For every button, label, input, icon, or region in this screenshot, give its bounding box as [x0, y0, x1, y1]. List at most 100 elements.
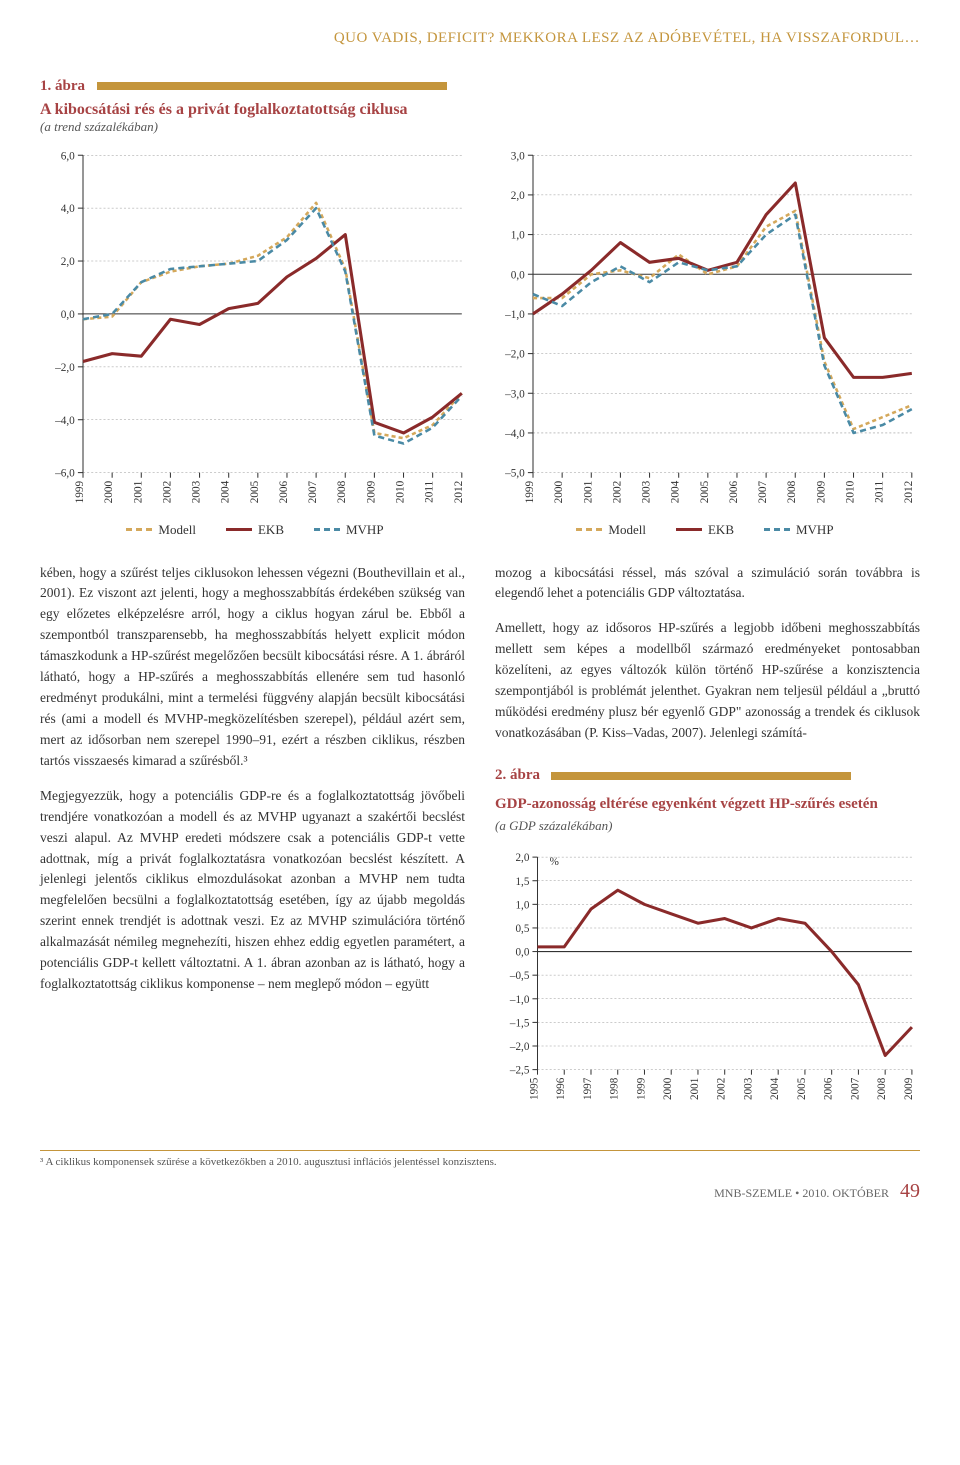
svg-text:–1,0: –1,0	[509, 993, 530, 1005]
legend-1b: Modell EKB MVHP	[490, 522, 920, 538]
svg-text:2001: 2001	[132, 481, 144, 504]
svg-text:–1,5: –1,5	[509, 1017, 530, 1029]
svg-text:2001: 2001	[582, 481, 594, 504]
svg-text:2006: 2006	[823, 1077, 835, 1100]
svg-text:–2,0: –2,0	[504, 349, 525, 361]
svg-text:2002: 2002	[161, 481, 173, 504]
chart-1b: –5,0 –4,0 –3,0 –2,0 –1,0 0,0 1,0 2,0 3,0 1999 2000…	[490, 145, 920, 538]
svg-text:2003: 2003	[191, 480, 203, 503]
col-right: mozog a kibocsátási réssel, más szóval a…	[495, 563, 920, 1110]
page-footer: MNB-SZEMLE • 2010. OKTÓBER 49	[40, 1180, 920, 1203]
chart-1a: –6,0 –4,0 –2,0 0,0 2,0 4,0 6,0 1999 2000 2001 2002…	[40, 145, 470, 538]
svg-text:1,5: 1,5	[515, 875, 529, 887]
body-text: kében, hogy a szűrést teljes ciklusokon …	[40, 563, 920, 1110]
legend-1a: Modell EKB MVHP	[40, 522, 470, 538]
svg-text:–1,0: –1,0	[504, 309, 525, 321]
svg-text:2004: 2004	[220, 480, 232, 503]
svg-text:4,0: 4,0	[61, 203, 75, 215]
svg-text:2008: 2008	[786, 480, 798, 503]
svg-text:1999: 1999	[635, 1077, 647, 1100]
svg-text:2009: 2009	[365, 480, 377, 503]
svg-text:3,0: 3,0	[511, 150, 525, 162]
svg-text:2011: 2011	[874, 481, 886, 503]
svg-text:2002: 2002	[716, 1077, 728, 1099]
svg-text:0,0: 0,0	[511, 269, 525, 281]
svg-text:0,0: 0,0	[515, 946, 529, 958]
p1: kében, hogy a szűrést teljes ciklusokon …	[40, 563, 465, 772]
svg-text:2004: 2004	[670, 480, 682, 503]
svg-text:2009: 2009	[815, 480, 827, 503]
col-left: kében, hogy a szűrést teljes ciklusokon …	[40, 563, 465, 1110]
svg-text:2011: 2011	[424, 481, 436, 503]
chart-2: –2,5 –2,0 –1,5 –1,0 –0,5 0,0 0,5 1,0 1,5 2,0 1995 1…	[495, 847, 920, 1110]
svg-text:–2,0: –2,0	[54, 362, 75, 374]
svg-text:–3,0: –3,0	[504, 388, 525, 400]
svg-text:2000: 2000	[662, 1077, 674, 1100]
svg-text:2005: 2005	[249, 480, 261, 503]
svg-text:%: %	[550, 856, 559, 868]
figure-1-header: 1. ábra A kibocsátási rés és a privát fo…	[40, 77, 920, 135]
svg-text:–4,0: –4,0	[54, 415, 75, 427]
legend-modell-b: Modell	[608, 522, 646, 538]
svg-text:2,0: 2,0	[61, 256, 75, 268]
svg-text:1995: 1995	[529, 1077, 541, 1100]
svg-text:–2,0: –2,0	[509, 1041, 530, 1053]
svg-text:–0,5: –0,5	[509, 970, 530, 982]
fig1-rule	[97, 82, 447, 90]
figure-2: 2. ábra GDP-azonosság eltérése egyenként…	[495, 764, 920, 1110]
svg-text:1998: 1998	[609, 1077, 621, 1100]
svg-text:1996: 1996	[555, 1077, 567, 1100]
svg-text:–5,0: –5,0	[504, 468, 525, 480]
svg-text:2005: 2005	[699, 480, 711, 503]
svg-text:1999: 1999	[524, 480, 536, 503]
p2: Megjegyezzük, hogy a potenciális GDP-re …	[40, 786, 465, 995]
svg-text:0,5: 0,5	[515, 923, 529, 935]
svg-text:2001: 2001	[689, 1077, 701, 1099]
svg-text:2003: 2003	[742, 1077, 754, 1100]
page-number: 49	[900, 1180, 920, 1202]
svg-text:2007: 2007	[849, 1077, 861, 1100]
svg-text:2008: 2008	[336, 480, 348, 503]
svg-text:–2,5: –2,5	[509, 1064, 530, 1076]
svg-text:2000: 2000	[553, 480, 565, 503]
svg-text:–6,0: –6,0	[54, 468, 75, 480]
p3: mozog a kibocsátási réssel, más szóval a…	[495, 563, 920, 605]
svg-text:2003: 2003	[641, 480, 653, 503]
svg-text:2008: 2008	[876, 1077, 888, 1100]
svg-text:1997: 1997	[582, 1077, 594, 1100]
svg-text:–4,0: –4,0	[504, 428, 525, 440]
svg-text:2000: 2000	[103, 480, 115, 503]
fig1-title: A kibocsátási rés és a privát foglalkozt…	[40, 101, 920, 119]
fig2-title: GDP-azonosság eltérése egyenként végzett…	[495, 793, 920, 816]
legend-ekb: EKB	[258, 522, 284, 538]
fig1-sub: (a trend százalékában)	[40, 119, 920, 135]
svg-text:2007: 2007	[307, 480, 319, 503]
running-header: QUO VADIS, DEFICIT? MEKKORA LESZ AZ ADÓB…	[40, 30, 920, 47]
svg-text:2006: 2006	[728, 480, 740, 503]
svg-text:2012: 2012	[903, 481, 915, 504]
fig2-rule	[551, 772, 851, 780]
svg-text:6,0: 6,0	[61, 150, 75, 162]
svg-text:1,0: 1,0	[515, 899, 529, 911]
footer-text: MNB-SZEMLE • 2010. OKTÓBER	[714, 1186, 889, 1200]
legend-modell: Modell	[158, 522, 196, 538]
svg-text:1,0: 1,0	[511, 230, 525, 242]
footnote: ³ A ciklikus komponensek szűrése a követ…	[40, 1150, 920, 1168]
svg-text:0,0: 0,0	[61, 309, 75, 321]
svg-text:2,0: 2,0	[511, 190, 525, 202]
fig2-sub: (a GDP százalékában)	[495, 816, 920, 836]
svg-text:2002: 2002	[611, 481, 623, 504]
svg-text:2004: 2004	[769, 1077, 781, 1100]
svg-text:2012: 2012	[453, 481, 465, 504]
svg-text:2006: 2006	[278, 480, 290, 503]
svg-text:2010: 2010	[845, 480, 857, 503]
charts-row: –6,0 –4,0 –2,0 0,0 2,0 4,0 6,0 1999 2000 2001 2002…	[40, 145, 920, 538]
legend-mvhp: MVHP	[346, 522, 384, 538]
legend-ekb-b: EKB	[708, 522, 734, 538]
svg-text:2005: 2005	[796, 1077, 808, 1100]
svg-text:2,0: 2,0	[515, 852, 529, 864]
svg-text:2007: 2007	[757, 480, 769, 503]
svg-text:1999: 1999	[74, 480, 86, 503]
svg-text:2010: 2010	[395, 480, 407, 503]
fig1-num: 1. ábra	[40, 78, 85, 94]
